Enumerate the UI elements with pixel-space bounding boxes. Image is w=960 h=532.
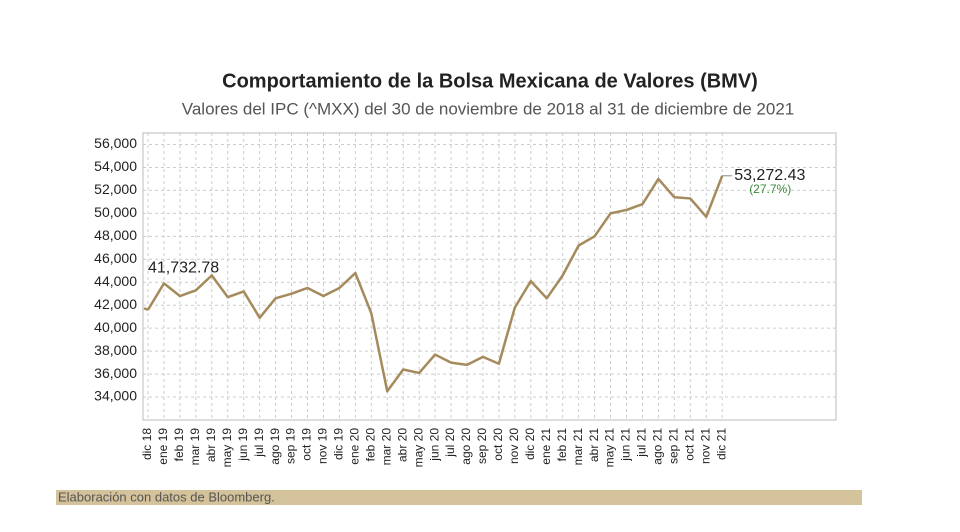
source: Elaboración con datos de Bloomberg. (58, 489, 275, 504)
start-segment (143, 307, 149, 311)
x-tick-label: ene 21 (539, 428, 553, 465)
y-tick-label: 52,000 (94, 181, 137, 197)
x-tick-label: ene 20 (348, 428, 362, 465)
x-tick-label: jul 19 (252, 428, 266, 458)
start-label: 41,732.78 (148, 259, 219, 276)
x-tick-label: jun 20 (427, 428, 441, 462)
y-tick-label: 48,000 (94, 227, 137, 243)
x-tick-label: sep 21 (667, 428, 681, 464)
y-tick-label: 54,000 (94, 158, 137, 174)
x-tick-label: ene 19 (156, 428, 170, 465)
x-tick-label: feb 19 (172, 428, 186, 462)
y-tick-label: 50,000 (94, 204, 137, 220)
y-tick-label: 40,000 (94, 319, 137, 335)
y-tick-label: 34,000 (94, 388, 137, 404)
x-tick-label: nov 20 (507, 428, 521, 464)
series-line (146, 175, 724, 393)
end-change: (27.7%) (749, 182, 791, 196)
x-tick-label: abr 19 (204, 428, 218, 462)
x-tick-label: oct 19 (300, 428, 314, 461)
x-tick-label: mar 19 (188, 428, 202, 466)
x-tick-label: may 19 (220, 428, 234, 468)
x-tick-label: sep 20 (475, 428, 489, 464)
x-tick-label: abr 21 (587, 428, 601, 462)
plot-area (142, 132, 837, 421)
y-tick-label: 42,000 (94, 296, 137, 312)
x-tick-label: nov 19 (316, 428, 330, 464)
x-tick-label: ago 19 (268, 428, 282, 465)
x-tick-label: dic 19 (332, 428, 346, 460)
x-tick-label: ago 20 (459, 428, 473, 465)
x-tick-label: abr 20 (395, 428, 409, 462)
x-tick-label: dic 20 (523, 428, 537, 460)
x-tick-label: oct 20 (491, 428, 505, 461)
y-tick-label: 56,000 (94, 135, 137, 151)
chart-subtitle: Valores del IPC (^MXX) del 30 de noviemb… (182, 99, 794, 118)
x-tick-label: oct 21 (682, 428, 696, 461)
x-tick-label: jul 21 (635, 428, 649, 458)
x-tick-label: dic 18 (140, 428, 154, 460)
x-tick-label: sep 19 (284, 428, 298, 464)
x-tick-label: feb 21 (555, 428, 569, 462)
x-tick-label: dic 21 (714, 428, 728, 460)
source-bar (56, 490, 862, 505)
end-label: 53,272.43 (734, 167, 805, 184)
x-tick-label: may 21 (603, 428, 617, 468)
x-tick-label: mar 20 (379, 428, 393, 466)
x-tick-label: feb 20 (363, 428, 377, 462)
x-tick-label: nov 21 (698, 428, 712, 464)
y-tick-label: 44,000 (94, 273, 137, 289)
y-tick-label: 38,000 (94, 342, 137, 358)
x-tick-label: may 20 (411, 428, 425, 468)
x-tick-label: jun 21 (619, 428, 633, 462)
x-tick-label: jun 19 (236, 428, 250, 462)
y-tick-label: 36,000 (94, 365, 137, 381)
x-tick-label: mar 21 (571, 428, 585, 466)
x-tick-label: jul 20 (443, 428, 457, 458)
x-tick-label: ago 21 (651, 428, 665, 465)
y-tick-label: 46,000 (94, 250, 137, 266)
chart-title: Comportamiento de la Bolsa Mexicana de V… (222, 70, 758, 92)
